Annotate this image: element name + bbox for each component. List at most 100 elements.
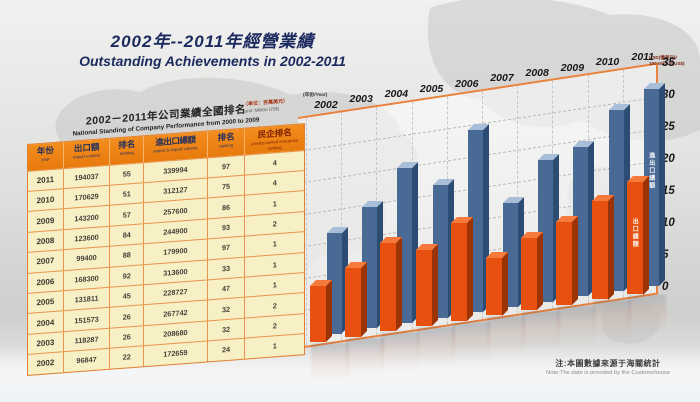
table-cell: 57 <box>110 203 145 226</box>
bar-export-2009 <box>556 215 579 305</box>
table-cell: 86 <box>207 196 246 219</box>
bar-total-side <box>658 82 665 286</box>
column-header-private-owned-enterprise-ranking: 民企排名 private-owned enterprise ranking <box>245 124 304 154</box>
y-tick-30: 30 <box>662 88 675 101</box>
table-cell: 2007 <box>28 250 64 273</box>
table-cell: 92 <box>110 264 145 287</box>
bar-reflection <box>522 311 561 358</box>
bar-export-2006 <box>450 217 473 321</box>
gridline-x <box>306 117 307 346</box>
year-label-2006: 2006 <box>455 77 479 90</box>
table-cell: 151573 <box>63 308 111 332</box>
column-header-ranking: 排名 ranking <box>207 128 246 158</box>
bar-export-side <box>502 251 508 316</box>
y-tick-15: 15 <box>662 184 675 197</box>
bar-label-total: 進出口總額 <box>647 151 654 190</box>
bar-reflection <box>381 332 420 379</box>
table-cell: 88 <box>110 244 145 267</box>
year-label-2003: 2003 <box>349 93 373 106</box>
bar-label-export: 出口總額 <box>631 217 638 248</box>
table-cell: 97 <box>207 155 246 178</box>
year-label-2009: 2009 <box>560 61 585 74</box>
year-label-2007: 2007 <box>490 72 514 85</box>
year-label-2008: 2008 <box>525 66 549 79</box>
footnote-en: Note:The date is provided by the Customs… <box>545 370 670 376</box>
column-header-export-import-volume: 進出口總額 export & import volume <box>144 131 208 162</box>
bar-reflection <box>487 316 525 363</box>
bar-reflection <box>311 342 349 389</box>
table-cell: 55 <box>110 162 145 185</box>
column-header-export-volume: 出口額 export volume <box>63 138 111 168</box>
y-tick-5: 5 <box>662 248 669 261</box>
bar-reflection <box>627 295 666 342</box>
year-label-2005: 2005 <box>419 82 444 95</box>
column-header-en: ranking <box>119 150 134 157</box>
bar-reflection <box>346 337 385 384</box>
year-label-2004: 2004 <box>384 88 409 101</box>
table-cell: 33 <box>207 257 246 280</box>
table-grid: 年份 year 出口額 export volume 排名 ranking 進出口總額 expo… <box>27 123 305 376</box>
column-header-ranking: 排名 ranking <box>110 136 145 165</box>
table-cell: 47 <box>207 277 246 300</box>
table-cell: 2008 <box>28 230 64 253</box>
table-cell: 26 <box>110 325 145 348</box>
year-label-2011: 2011 <box>631 50 655 63</box>
table-cell: 131811 <box>63 287 111 311</box>
table-cell: 123600 <box>63 226 111 250</box>
bar-export-2005 <box>415 243 438 327</box>
table-cell: 170629 <box>63 185 111 209</box>
table-cell: 75 <box>207 175 246 198</box>
bar-export-2002 <box>310 279 332 342</box>
column-header-en: ranking <box>219 142 234 149</box>
column-header-zh: 排名 <box>118 138 136 151</box>
bar-export-side <box>396 237 403 332</box>
year-label-2010: 2010 <box>595 56 620 69</box>
table-cell: 2003 <box>28 332 64 355</box>
bar-export-side <box>642 175 649 295</box>
bar-export-2010 <box>591 194 614 300</box>
table-cell: 26 <box>110 305 145 328</box>
table-cell: 1 <box>272 341 277 351</box>
table-cell: 93 <box>207 216 246 239</box>
table-cell: 84 <box>110 224 145 246</box>
table-cell: 2009 <box>28 209 64 232</box>
y-tick-35: 35 <box>662 56 675 69</box>
bar-export-side <box>607 194 614 300</box>
y-tick-20: 20 <box>662 152 675 165</box>
page-title-zh: 2002年--2011年經營業績 <box>110 32 315 51</box>
bar-export-2008 <box>521 232 544 311</box>
y-tick-0: 0 <box>662 280 669 293</box>
column-header-en: private-owned enterprise ranking <box>251 137 299 151</box>
footnote-zh: 注:本圖數據來源于海關統計 <box>555 359 661 368</box>
bar-export-side <box>326 279 332 342</box>
column-header-en: year <box>41 156 50 163</box>
table-cell: 51 <box>110 183 145 206</box>
year-label-2002: 2002 <box>314 98 338 111</box>
bar-export-2007 <box>486 251 508 316</box>
bar-export-side <box>572 215 579 305</box>
bar-export-side <box>431 243 438 327</box>
table-cell: 32 <box>207 318 246 341</box>
table-cell: 2005 <box>28 291 64 314</box>
table-cell: 2004 <box>28 311 64 334</box>
performance-table: 2002－2011年公司業績全國排名 National Standing of … <box>27 97 305 376</box>
table-cell: 172659 <box>144 341 208 366</box>
y-tick-10: 10 <box>662 216 675 229</box>
table-cell: 2011 <box>28 168 64 191</box>
bar-export-2011: 出口總額 <box>626 175 649 295</box>
bar-reflection <box>592 300 631 347</box>
page-title: 2002年--2011年經營業績 Outstanding Achievement… <box>60 27 365 69</box>
table-cell: 22 <box>110 346 145 369</box>
bar-export-side <box>466 217 473 321</box>
bar-export-2003 <box>345 262 368 337</box>
table-cell: 2006 <box>28 270 64 293</box>
bar-export-2004 <box>380 237 403 332</box>
table-cell: 99400 <box>63 246 111 270</box>
table-cell: 96847 <box>63 348 111 372</box>
y-axis-unit-label: USD(億美元)/ 100 Million(US$) <box>649 55 685 66</box>
bar-reflection <box>416 327 455 374</box>
footnote: 注:本圖數據來源于海關統計 Note:The date is provided … <box>546 358 670 376</box>
column-header-zh: 年份 <box>36 144 54 157</box>
table-cell: 45 <box>110 285 145 308</box>
